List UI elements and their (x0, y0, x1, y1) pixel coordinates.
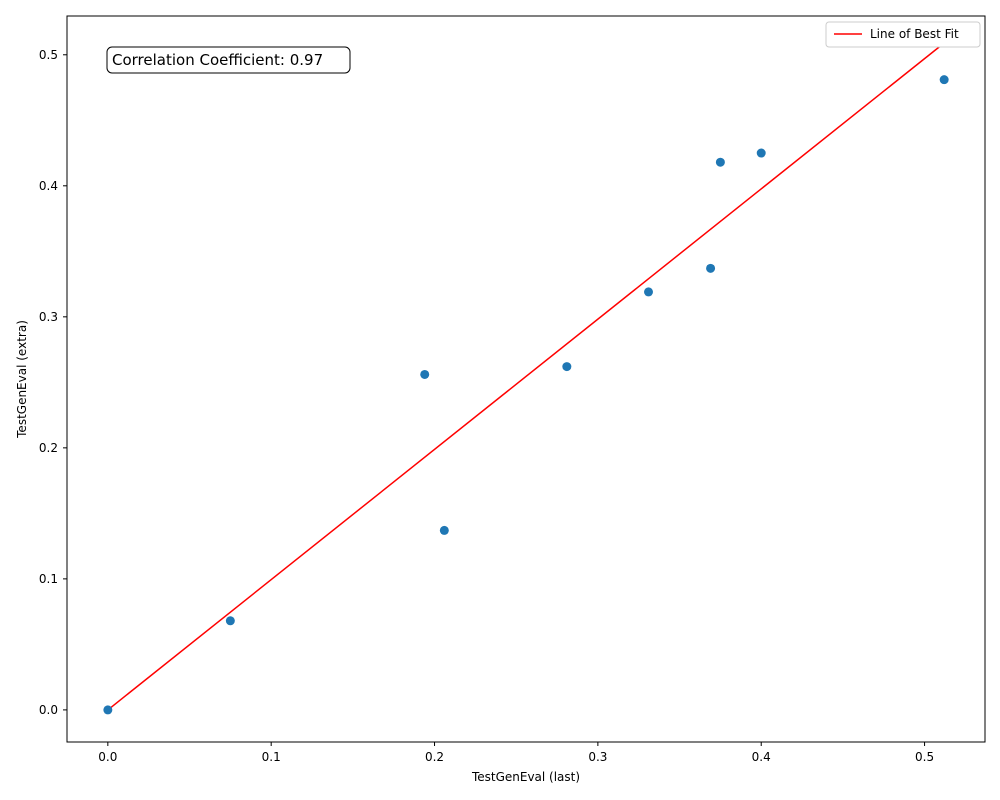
plot-area (66, 15, 986, 743)
points-layer (103, 75, 949, 715)
legend-box (825, 21, 981, 48)
annotation-box (106, 46, 351, 74)
y-axis-ticks: 0.0 0.1 0.2 0.3 0.4 0.5 (39, 48, 67, 717)
y-tick-label-5: 0.5 (39, 48, 58, 62)
data-point-2 (420, 369, 430, 379)
y-tick-label-0: 0.0 (39, 703, 58, 717)
x-tick-label-2: 0.2 (425, 750, 444, 764)
y-tick-label-1: 0.1 (39, 572, 58, 586)
annotation-text: Correlation Coefficient: 0.97 (112, 51, 323, 69)
y-tick-label-2: 0.2 (39, 441, 58, 455)
x-tick-label-1: 0.1 (262, 750, 281, 764)
correlation-annotation: Correlation Coefficient: 0.97 (106, 46, 351, 74)
x-tick-label-0: 0.0 (98, 750, 117, 764)
axes-frame (66, 15, 986, 743)
y-tick-label-4: 0.4 (39, 179, 58, 193)
data-point-4 (562, 362, 572, 372)
data-point-8 (756, 148, 766, 158)
x-tick-label-5: 0.5 (915, 750, 934, 764)
x-tick-label-3: 0.3 (588, 750, 607, 764)
fit-line-layer (107, 42, 945, 711)
data-point-1 (225, 616, 235, 626)
x-tick-label-4: 0.4 (752, 750, 771, 764)
data-point-6 (706, 263, 716, 273)
data-point-9 (939, 75, 949, 85)
x-axis-ticks: 0.0 0.1 0.2 0.3 0.4 0.5 (98, 742, 934, 764)
data-point-0 (103, 705, 113, 715)
data-point-5 (644, 287, 654, 297)
fit-line (107, 42, 945, 711)
legend: Line of Best Fit (825, 21, 981, 48)
data-point-3 (439, 525, 449, 535)
x-axis-title: TestGenEval (last) (471, 770, 580, 784)
y-axis-title: TestGenEval (extra) (15, 320, 29, 439)
data-point-7 (715, 157, 725, 167)
y-tick-label-3: 0.3 (39, 310, 58, 324)
legend-label-fit-line: Line of Best Fit (870, 27, 959, 41)
